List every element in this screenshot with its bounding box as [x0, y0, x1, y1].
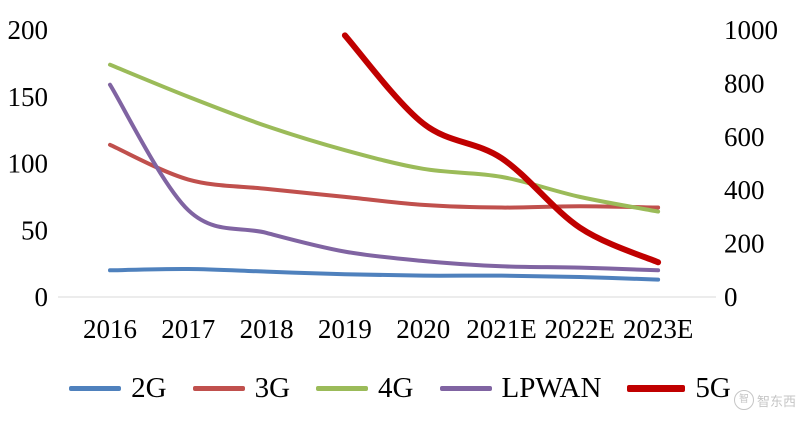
x-axis-tick-label: 2016: [83, 314, 137, 344]
legend-item-5g: 5G: [627, 371, 731, 404]
x-axis-tick-label: 2023E: [623, 314, 694, 344]
watermark-logo: 智 智东西: [733, 390, 796, 410]
left-axis-tick-label: 150: [8, 82, 49, 112]
watermark-text: 智东西: [756, 394, 796, 410]
legend-label-lpwan: LPWAN: [501, 371, 602, 404]
left-axis-tick-label: 100: [8, 149, 49, 179]
right-axis-tick-label: 200: [724, 229, 765, 259]
series-line-lpwan: [108, 82, 661, 273]
legend-swatch-5g: [627, 384, 686, 392]
left-axis-tick-label: 50: [21, 215, 48, 245]
series-line-3g: [108, 142, 661, 210]
watermark-icon: 智: [733, 390, 754, 410]
legend-label-5g: 5G: [695, 371, 731, 404]
series-line-5g: [341, 32, 662, 266]
right-axis-tick-label: 400: [724, 175, 765, 205]
right-axis-tick-label: 0: [724, 282, 738, 312]
x-axis-tick-label: 2022E: [545, 314, 616, 344]
legend-swatch-3g: [192, 385, 245, 391]
chart-legend: 2G 3G 4G LPWAN 5G: [0, 366, 800, 410]
legend-swatch-4g: [316, 385, 369, 391]
series-line-2g: [108, 266, 661, 282]
left-axis-tick-label: 0: [35, 282, 49, 312]
right-axis-tick-label: 1000: [724, 15, 778, 45]
legend-item-3g: 3G: [192, 371, 291, 404]
left-axis-tick-label: 200: [8, 15, 49, 45]
legend-swatch-lpwan: [439, 385, 492, 391]
x-axis-tick-label: 2020: [396, 314, 450, 344]
x-axis-tick-label: 2017: [161, 314, 215, 344]
legend-item-lpwan: LPWAN: [439, 371, 602, 404]
legend-item-2g: 2G: [69, 371, 167, 404]
x-axis-tick-label: 2018: [240, 314, 294, 344]
x-axis-tick-label: 2019: [318, 314, 372, 344]
series-line-4g: [108, 62, 661, 214]
line-chart: 0 50 100 150 200 0 200 400 600 800 1000 2016 2017 201…: [8, 15, 779, 344]
legend-label-2g: 2G: [131, 371, 167, 404]
right-axis-tick-label: 800: [724, 68, 765, 98]
legend-swatch-2g: [69, 385, 122, 391]
legend-label-4g: 4G: [378, 371, 414, 404]
legend-item-4g: 4G: [316, 371, 414, 404]
right-axis-tick-label: 600: [724, 122, 765, 152]
legend-label-3g: 3G: [254, 371, 291, 404]
x-axis-tick-label: 2021E: [466, 314, 537, 344]
